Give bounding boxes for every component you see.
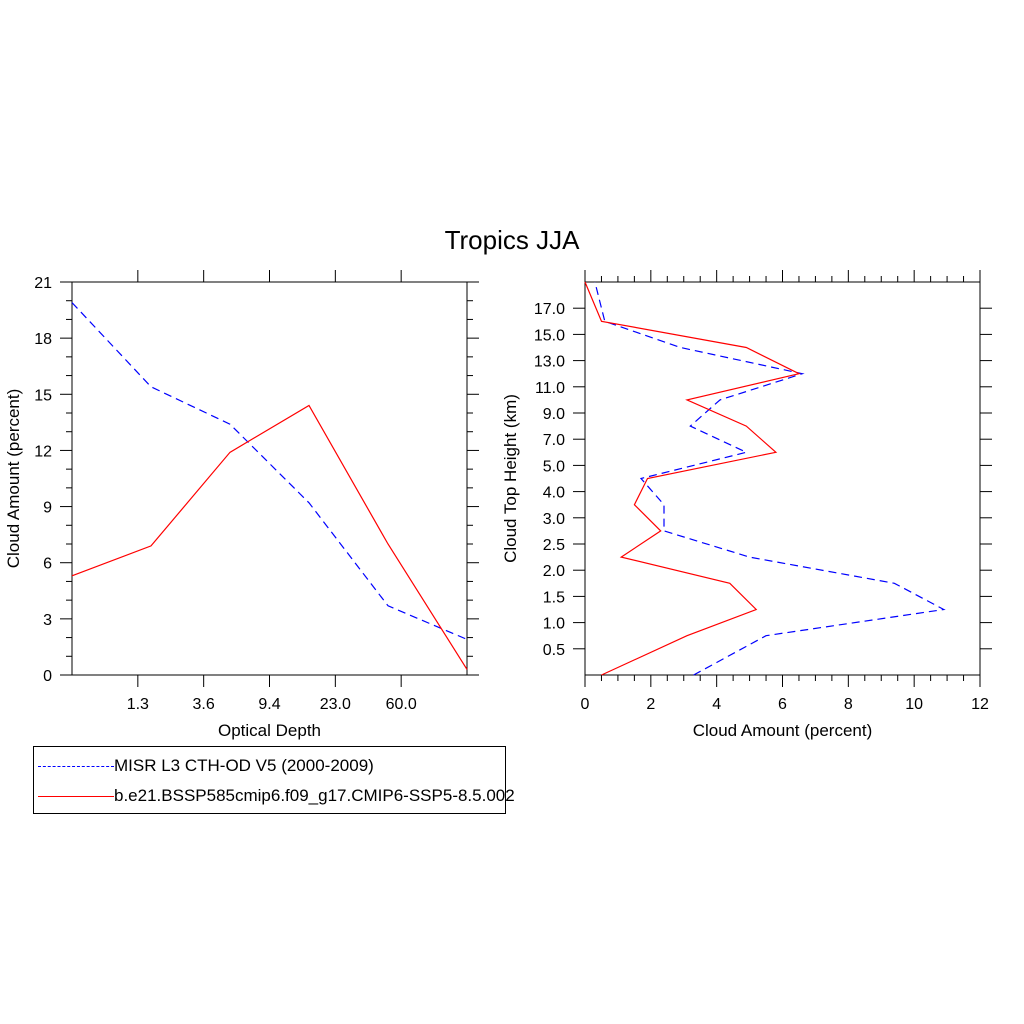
legend-item-misr: MISR L3 CTH-OD V5 (2000-2009) xyxy=(34,751,505,781)
y-tick-label: 17.0 xyxy=(534,301,565,318)
x-tick-label: 2 xyxy=(646,696,655,713)
x-tick-label: 3.6 xyxy=(193,696,215,713)
x-tick-label: 23.0 xyxy=(320,696,351,713)
y-tick-label: 4.0 xyxy=(543,485,565,502)
x-tick-label: 10 xyxy=(905,696,923,713)
x-axis-label: Cloud Amount (percent) xyxy=(693,721,873,740)
legend-label-model: b.e21.BSSP585cmip6.f09_g17.CMIP6-SSP5-8.… xyxy=(114,786,515,805)
plot-frame xyxy=(584,281,981,676)
y-tick-label: 11.0 xyxy=(535,380,565,397)
y-tick-label: 0 xyxy=(43,668,52,685)
y-tick-label: 13.0 xyxy=(534,354,565,371)
y-tick-label: 2.0 xyxy=(543,563,565,580)
x-tick-label: 12 xyxy=(971,696,989,713)
plot-frame xyxy=(71,281,468,676)
y-tick-label: 9.0 xyxy=(543,406,565,423)
y-tick-label: 18 xyxy=(34,331,52,348)
y-tick-label: 7.0 xyxy=(543,432,565,449)
y-tick-label: 12 xyxy=(34,443,52,460)
legend: MISR L3 CTH-OD V5 (2000-2009) b.e21.BSSP… xyxy=(33,746,515,814)
x-tick-label: 9.4 xyxy=(258,696,280,713)
y-tick-label: 3 xyxy=(43,612,52,629)
series-line-model xyxy=(71,404,468,670)
x-tick-label: 4 xyxy=(712,696,721,713)
series-line-model xyxy=(584,281,801,676)
series-line-misr xyxy=(71,302,468,640)
chart-title: Tropics JJA xyxy=(445,225,580,255)
x-tick-label: 1.3 xyxy=(127,696,149,713)
legend-label-misr: MISR L3 CTH-OD V5 (2000-2009) xyxy=(114,756,374,775)
legend-item-model: b.e21.BSSP585cmip6.f09_g17.CMIP6-SSP5-8.… xyxy=(34,781,515,811)
y-tick-label: 5.0 xyxy=(543,458,565,475)
y-tick-label: 2.5 xyxy=(543,537,565,554)
x-axis-label: Optical Depth xyxy=(218,721,321,740)
y-tick-label: 1.5 xyxy=(543,589,565,606)
right-plot: 0 2 4 6 8 10 12 0.5 1.0 1.5 2.0 2.5 3.0 4.0 5.0 7.0 9.0 1… xyxy=(501,270,992,740)
x-tick-label: 8 xyxy=(844,696,853,713)
x-tick-label: 60.0 xyxy=(386,696,417,713)
y-tick-label: 3.0 xyxy=(543,511,565,528)
x-tick-label: 0 xyxy=(581,696,590,713)
x-tick-label: 6 xyxy=(778,696,787,713)
y-tick-label: 0.5 xyxy=(543,642,565,659)
y-axis-label: Cloud Amount (percent) xyxy=(4,389,23,569)
y-tick-label: 1.0 xyxy=(543,616,565,633)
series-line-misr xyxy=(594,281,946,676)
y-tick-label: 15 xyxy=(34,387,52,404)
legend-swatch-misr xyxy=(38,766,114,767)
y-tick-label: 21 xyxy=(34,275,52,292)
y-tick-label: 6 xyxy=(43,556,52,573)
y-axis-label: Cloud Top Height (km) xyxy=(501,394,520,563)
legend-swatch-model xyxy=(38,796,114,797)
y-tick-label: 15.0 xyxy=(534,327,565,344)
y-tick-label: 9 xyxy=(43,500,52,517)
left-plot: 1.3 3.6 9.4 23.0 60.0 0 3 6 9 12 15 18 21 Optical Dep… xyxy=(4,270,479,740)
